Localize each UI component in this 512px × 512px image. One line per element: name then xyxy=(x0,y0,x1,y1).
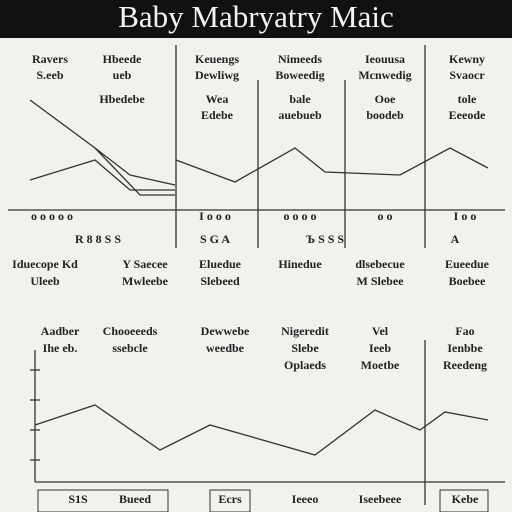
tick-label: o o o o xyxy=(284,209,317,223)
header-label: Slebe xyxy=(291,341,319,355)
header-label: Moetbe xyxy=(361,358,400,372)
sub-label: Ooe xyxy=(375,92,396,106)
sub-label: tole xyxy=(458,92,477,106)
header-label: weedbe xyxy=(206,341,245,355)
axis-label: R 8 8 S S xyxy=(75,232,121,246)
header-label: Aadber xyxy=(41,324,80,338)
caption: Boebee xyxy=(449,274,486,288)
axis-label: Ieeeo xyxy=(292,492,319,506)
header-bar xyxy=(0,0,512,38)
sub-label: Eeeode xyxy=(449,108,486,122)
tick-label: I o o xyxy=(454,209,477,223)
sub-label: boodeb xyxy=(366,108,404,122)
header-label: Ieeb xyxy=(369,341,391,355)
header-label: Reedeng xyxy=(443,358,487,372)
sub-label: Wea xyxy=(206,92,229,106)
axis-label: Ecrs xyxy=(218,492,242,506)
caption: Eluedue xyxy=(199,257,242,271)
header-label: Ieouusa xyxy=(365,52,405,66)
header-label: Kewny xyxy=(449,52,485,66)
tick-label: I o o o xyxy=(199,209,231,223)
header-label: Dewwebe xyxy=(201,324,250,338)
axis-label: S G A xyxy=(200,232,230,246)
caption: dlsebecue xyxy=(355,257,405,271)
header-label: Oplaeds xyxy=(284,358,326,372)
header-label: Nimeeds xyxy=(278,52,322,66)
header-label: Keuengs xyxy=(195,52,239,66)
header-label: Ihe eb. xyxy=(43,341,78,355)
header-label: Boweedig xyxy=(275,68,324,82)
axis-label: Ъ S S S xyxy=(306,232,345,246)
header-label: Dewliwg xyxy=(195,68,239,82)
tick-label: o o o o o xyxy=(31,209,73,223)
caption: Iduecope Kd xyxy=(12,257,78,271)
caption: Hinedue xyxy=(278,257,322,271)
axis-label: A xyxy=(451,232,460,246)
header-label: S.eeb xyxy=(37,68,64,82)
header-label: Vel xyxy=(372,324,389,338)
caption: Mwleebe xyxy=(122,274,169,288)
header-label: Ravers xyxy=(32,52,68,66)
caption: Eueedue xyxy=(445,257,490,271)
tick-label: o o xyxy=(378,209,393,223)
caption: M Slebee xyxy=(357,274,405,288)
header-label: Chooeeeds xyxy=(103,324,158,338)
header-label: ueb xyxy=(113,68,132,82)
title: Baby Mabryatry Maic xyxy=(118,0,393,34)
axis-label: S1S xyxy=(68,492,88,506)
sub-label: auebueb xyxy=(278,108,322,122)
line xyxy=(175,147,489,183)
header-label: Svaocr xyxy=(449,68,485,82)
header-label: Ienbbe xyxy=(447,341,483,355)
axis-label: Iseebeee xyxy=(359,492,402,506)
axis-label: Kebe xyxy=(452,492,479,506)
header-label: Nigeredit xyxy=(281,324,329,338)
header-label: Hbeede xyxy=(103,52,142,66)
label-box xyxy=(439,489,489,512)
line xyxy=(94,147,175,196)
header-label: ssebcle xyxy=(112,341,148,355)
label-box xyxy=(37,489,169,512)
axis-label: Bueed xyxy=(119,492,151,506)
line xyxy=(29,159,175,191)
sub-label: Edebe xyxy=(201,108,234,122)
line xyxy=(29,99,176,186)
header-label: Mcnwedig xyxy=(358,68,411,82)
header-label: Fao xyxy=(455,324,474,338)
sub-label: Hbedebe xyxy=(99,92,145,106)
label-box xyxy=(209,489,251,512)
caption: Uleeb xyxy=(30,274,60,288)
sub-label: bale xyxy=(289,92,311,106)
line xyxy=(34,404,489,456)
caption: Slebeed xyxy=(200,274,240,288)
caption: Y Saecee xyxy=(122,257,168,271)
